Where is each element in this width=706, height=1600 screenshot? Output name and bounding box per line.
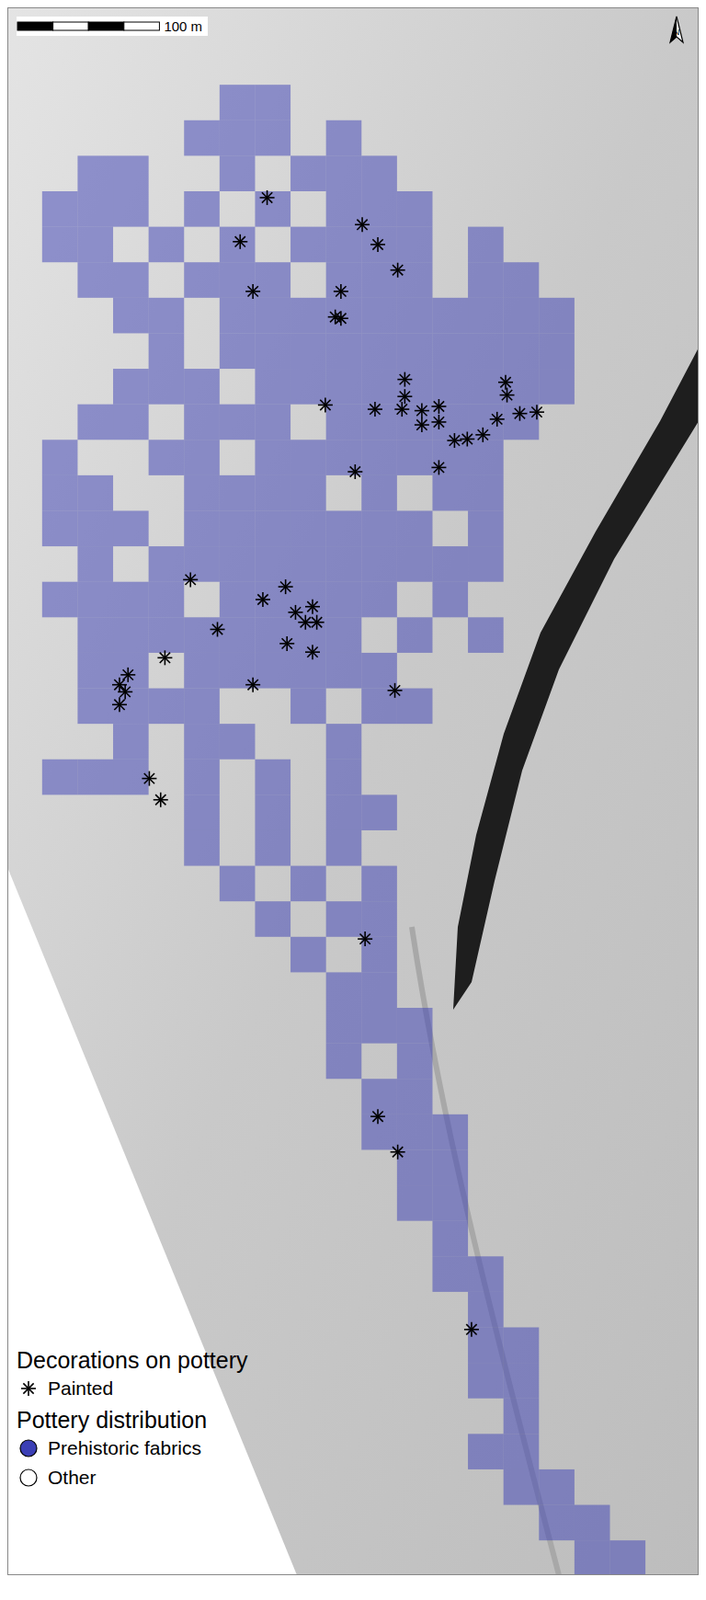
svg-text:N: N [673, 27, 681, 37]
html-text:Other: Other [47, 1466, 97, 1488]
html-text:Prehistoric fabrics: Prehistoric fabrics [47, 1436, 202, 1458]
html-text:100 m: 100 m [163, 18, 203, 35]
html-text:Decorations on pottery: Decorations on pottery [16, 1346, 248, 1373]
html-text:Painted: Painted [47, 1377, 114, 1399]
html-text:Pottery distribution: Pottery distribution [16, 1406, 207, 1433]
